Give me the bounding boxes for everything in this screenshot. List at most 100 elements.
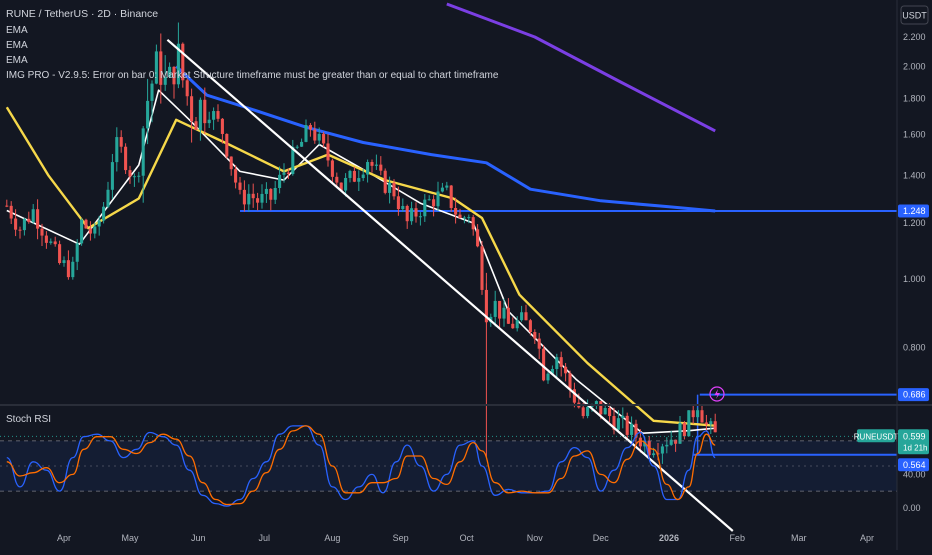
candle-body — [511, 323, 515, 329]
ema-legend-3[interactable]: EMA — [6, 55, 28, 66]
candle-body — [383, 170, 387, 193]
candle-body — [388, 182, 392, 193]
currency-button-label: USDT — [902, 11, 927, 21]
time-axis-label: Nov — [527, 533, 544, 543]
ema-legend-1[interactable]: EMA — [6, 25, 28, 36]
candle-body — [405, 205, 409, 222]
candle-body — [559, 357, 563, 367]
candle-body — [603, 408, 607, 415]
candle-body — [326, 143, 330, 161]
candle-body — [247, 193, 251, 205]
chart-title[interactable]: RUNE / TetherUS · 2D · Binance — [6, 8, 159, 20]
stoch-axis-tick: 40.00 — [903, 469, 926, 479]
candle-body — [432, 199, 436, 207]
candle-body — [687, 410, 691, 437]
candle-body — [84, 219, 88, 229]
candle-body — [286, 172, 290, 175]
candle-body — [467, 217, 471, 219]
candle-body — [75, 243, 79, 262]
candle-body — [581, 407, 585, 417]
candle-body — [476, 229, 480, 247]
stoch-k-line[interactable] — [6, 425, 716, 507]
candle-body — [269, 188, 273, 200]
candle-body — [379, 164, 383, 171]
candle-body — [586, 406, 590, 417]
candle-body — [168, 66, 172, 77]
time-axis-label: Aug — [324, 533, 340, 543]
candle-body — [678, 422, 682, 444]
stoch-d-line[interactable] — [6, 425, 716, 506]
candle-body — [194, 121, 198, 130]
candle-body — [630, 423, 634, 435]
candle-body — [374, 164, 378, 166]
candle-body — [278, 174, 282, 188]
time-axis-label: Mar — [791, 533, 807, 543]
candle-body — [502, 307, 506, 319]
candle-body — [352, 170, 356, 182]
box-bottom-price-tag: 0.564 — [903, 460, 926, 470]
candle-body — [300, 141, 304, 147]
level-price-tag: 1.248 — [903, 206, 926, 216]
candle-body — [163, 76, 167, 85]
candle-body — [401, 205, 405, 210]
candle-body — [154, 51, 158, 84]
level-price-tag-bg — [898, 204, 929, 218]
candle-body — [176, 43, 180, 85]
candle-body — [480, 246, 484, 290]
candle-body — [97, 220, 101, 227]
ema-legend-2[interactable]: EMA — [6, 40, 28, 51]
candle-body — [44, 235, 48, 243]
indicator-error-message[interactable]: IMG PRO - V2.9.5: Error on bar 0: Market… — [6, 70, 499, 81]
candle-body — [339, 182, 343, 191]
candle-body — [88, 228, 92, 234]
candle-body — [198, 99, 202, 130]
candle-body — [652, 453, 656, 456]
candle-body — [106, 189, 110, 207]
candle-body — [423, 199, 427, 217]
candle-body — [124, 146, 128, 171]
currency-button[interactable]: USDT — [900, 5, 929, 25]
alert-icon[interactable] — [709, 386, 725, 402]
candle-body — [31, 209, 35, 223]
candle-body — [137, 175, 141, 177]
candle-body — [40, 228, 44, 236]
candle-body — [207, 119, 211, 124]
candle-body — [682, 422, 686, 437]
stoch-axis-tick: 0.00 — [903, 503, 921, 513]
price-axis-tick: 1.000 — [903, 274, 926, 284]
candle-body — [14, 218, 18, 230]
box-top-price-tag: 0.686 — [903, 390, 926, 400]
candle-body — [220, 118, 224, 134]
candle-body — [612, 416, 616, 430]
candle-body — [361, 174, 365, 179]
ema-line[interactable] — [446, 2, 716, 133]
candle-body — [348, 170, 352, 178]
candle-body — [704, 422, 708, 425]
candle-body — [49, 241, 53, 243]
candle-body — [515, 320, 519, 329]
candle-body — [238, 182, 242, 190]
candle-body — [212, 111, 216, 120]
candle-body — [242, 189, 246, 205]
last-price-tag: 0.599 — [903, 431, 926, 441]
candle-body — [449, 185, 453, 208]
candle-body — [159, 51, 163, 85]
candle-body — [436, 191, 440, 207]
candle-body — [608, 408, 612, 417]
candle-body — [313, 129, 317, 141]
candle-body — [172, 66, 176, 85]
candle-body — [713, 421, 717, 433]
candle-body — [36, 209, 40, 229]
candle-body — [445, 185, 449, 188]
candle-body — [471, 217, 475, 230]
price-axis-tick: 2.200 — [903, 32, 926, 42]
candle-body — [599, 401, 603, 415]
candle-body — [542, 348, 546, 381]
ema-line[interactable] — [175, 65, 716, 213]
candle-body — [634, 423, 638, 438]
candle-body — [440, 187, 444, 192]
candle-body — [203, 99, 207, 124]
descending-trendline[interactable] — [166, 38, 734, 532]
